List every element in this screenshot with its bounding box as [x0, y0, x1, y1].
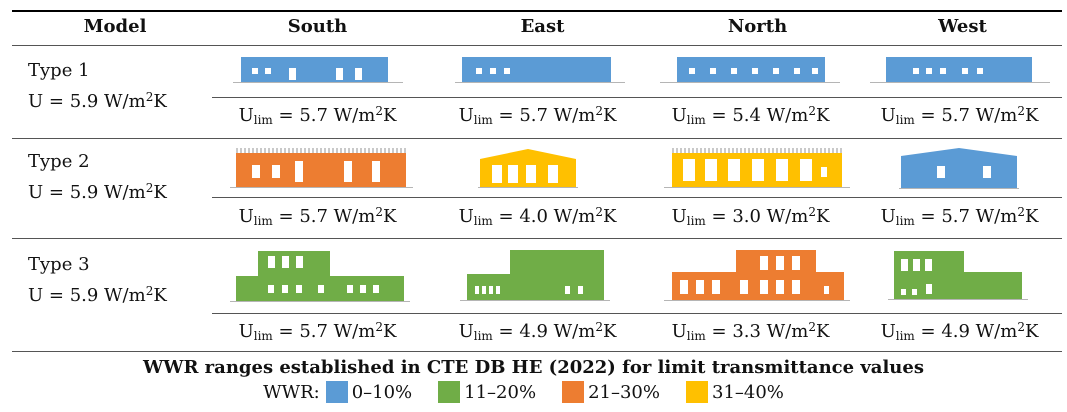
- ulim-type1-east: Ulim = 5.7 W/m2K: [458, 104, 617, 127]
- header-west: West: [938, 16, 987, 37]
- row1-rule: [12, 138, 1062, 139]
- row2-rule: [12, 238, 1062, 239]
- wwr-legend: WWR: 0–10% 11–20% 21–30% 31–40%: [0, 381, 1067, 403]
- legend-item-0-10: 0–10%: [325, 381, 412, 403]
- row2-mid-rule: [212, 197, 1062, 198]
- row1-mid-rule: [212, 97, 1062, 98]
- ulim-type3-west: Ulim = 4.9 W/m2K: [880, 320, 1039, 343]
- swatch-blue: [325, 381, 348, 403]
- row3-mid-rule: [212, 313, 1062, 314]
- header-model: Model: [83, 16, 147, 37]
- ulim-type1-west: Ulim = 5.7 W/m2K: [880, 104, 1039, 127]
- model-type-1-name: Type 1: [28, 60, 90, 81]
- model-type-3-name: Type 3: [28, 254, 90, 275]
- ulim-type2-north: Ulim = 3.0 W/m2K: [671, 205, 830, 228]
- header-south: South: [287, 16, 348, 37]
- header-east: East: [520, 16, 565, 37]
- ulim-type2-east: Ulim = 4.0 W/m2K: [458, 205, 617, 228]
- ulim-type1-north: Ulim = 5.4 W/m2K: [671, 104, 830, 127]
- ulim-type3-east: Ulim = 4.9 W/m2K: [458, 320, 617, 343]
- model-type-2-u: U = 5.9 W/m2K: [28, 181, 167, 203]
- model-type-2: Type 2 U = 5.9 W/m2K: [28, 149, 167, 206]
- top-rule: [12, 10, 1062, 12]
- ulim-type2-south: Ulim = 5.7 W/m2K: [238, 205, 397, 228]
- swatch-yellow: [686, 381, 708, 403]
- model-type-2-name: Type 2: [28, 151, 90, 172]
- legend-item-21-30: 21–30%: [562, 381, 660, 403]
- header-north: North: [727, 16, 788, 37]
- legend-item-31-40: 31–40%: [686, 381, 784, 403]
- ulim-type3-north: Ulim = 3.3 W/m2K: [671, 320, 830, 343]
- model-type-3: Type 3 U = 5.9 W/m2K: [28, 252, 167, 309]
- model-type-1: Type 1 U = 5.9 W/m2K: [28, 58, 167, 115]
- model-type-1-u: U = 5.9 W/m2K: [28, 90, 167, 112]
- swatch-orange: [562, 381, 585, 403]
- model-type-3-u: U = 5.9 W/m2K: [28, 284, 167, 306]
- ulim-type3-south: Ulim = 5.7 W/m2K: [238, 320, 397, 343]
- bottom-rule: [12, 351, 1062, 352]
- header-rule: [12, 45, 1062, 46]
- ulim-type1-south: Ulim = 5.7 W/m2K: [238, 104, 397, 127]
- ulim-type2-west: Ulim = 5.7 W/m2K: [880, 205, 1039, 228]
- legend-label: WWR:: [263, 381, 320, 403]
- legend-item-11-20: 11–20%: [438, 381, 536, 403]
- swatch-green: [438, 381, 461, 403]
- caption: WWR ranges established in CTE DB HE (202…: [143, 357, 924, 378]
